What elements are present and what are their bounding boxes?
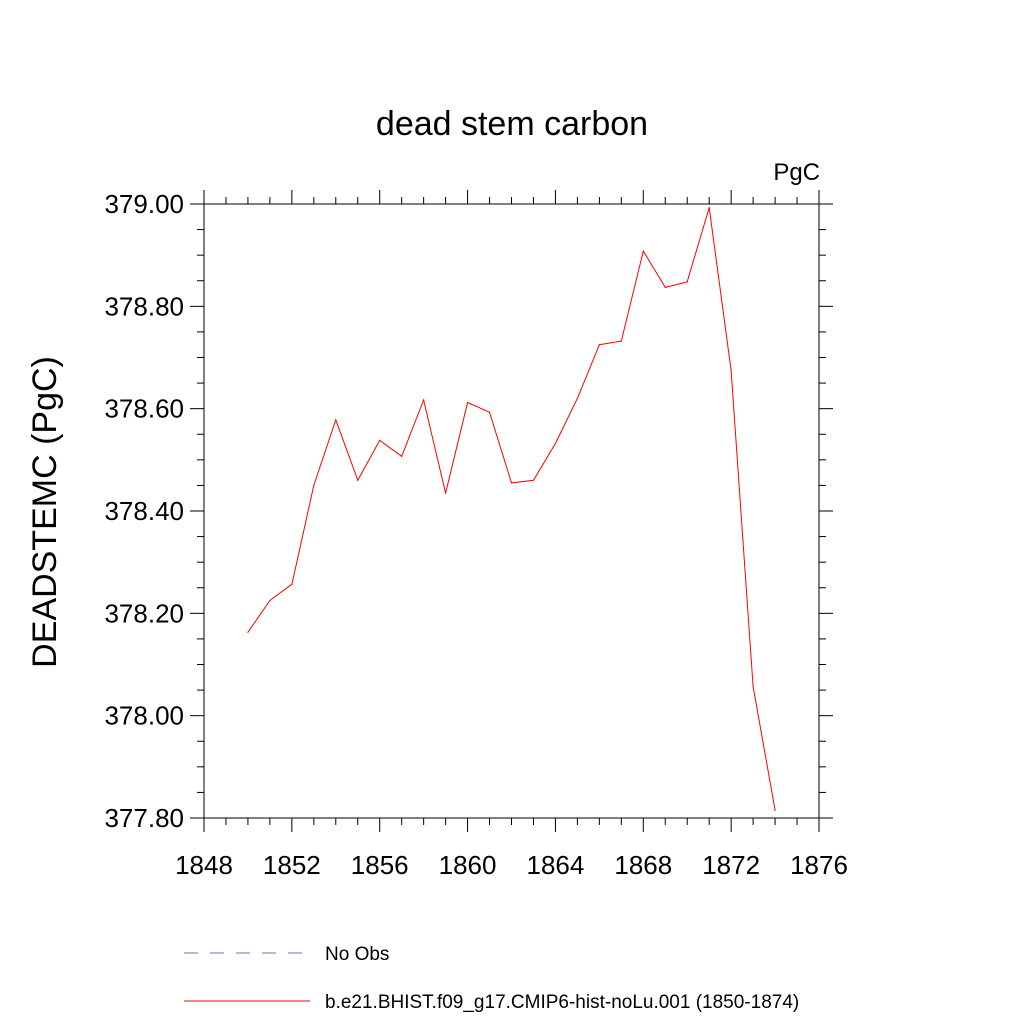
- plot-area: [247, 206, 776, 811]
- data-point: [642, 250, 644, 252]
- data-point: [291, 583, 293, 585]
- y-tick-label: 378.60: [104, 394, 184, 424]
- data-point: [576, 397, 578, 400]
- y-axis-label: DEADSTEMC (PgC): [26, 356, 64, 668]
- y-tick-label: 379.00: [104, 189, 184, 219]
- data-point: [269, 599, 271, 602]
- data-point: [313, 484, 315, 487]
- y-tick-label: 378.80: [104, 291, 184, 321]
- data-point: [752, 685, 754, 688]
- data-point: [379, 439, 381, 441]
- y-tick-label: 378.20: [104, 598, 184, 628]
- data-point: [532, 479, 535, 481]
- plot-frame: [203, 203, 820, 819]
- data-point: [664, 286, 666, 289]
- data-point: [510, 482, 513, 484]
- x-tick-label: 1860: [439, 850, 497, 880]
- x-tick-label: 1852: [263, 850, 321, 880]
- data-point: [423, 399, 425, 401]
- x-axis: 1848 1852 1856 1860 1864 1868 1872 1876: [175, 190, 848, 880]
- data-point: [620, 340, 622, 342]
- data-point: [488, 411, 491, 413]
- data-point: [247, 631, 249, 633]
- units-label: PgC: [773, 159, 820, 186]
- y-tick-label: 378.00: [104, 701, 184, 731]
- y-axis: 377.80 378.00 378.20 378.40 378.60 378.80 379.…: [104, 189, 833, 833]
- x-tick-label: 1868: [614, 850, 672, 880]
- y-tick-label: 378.40: [104, 496, 184, 526]
- x-tick-label: 1848: [175, 850, 233, 880]
- data-point: [445, 492, 447, 494]
- legend: No Obs b.e21.BHIST.f09_g17.CMIP6-hist-no…: [184, 944, 799, 1013]
- chart-title: dead stem carbon: [376, 105, 648, 143]
- data-point: [357, 479, 359, 481]
- legend-label-no-obs: No Obs: [325, 944, 389, 965]
- x-tick-label: 1872: [702, 850, 760, 880]
- series-line-0: [247, 207, 776, 811]
- data-point: [598, 344, 600, 346]
- data-point: [401, 455, 403, 457]
- data-point: [730, 369, 732, 371]
- data-point: [774, 809, 776, 811]
- x-tick-label: 1876: [790, 850, 848, 880]
- data-point: [708, 206, 710, 209]
- legend-label-model: b.e21.BHIST.f09_g17.CMIP6-hist-noLu.001 …: [325, 992, 799, 1013]
- data-point: [686, 281, 688, 283]
- x-tick-label: 1864: [527, 850, 585, 880]
- y-tick-label: 377.80: [104, 803, 184, 833]
- x-tick-label: 1856: [351, 850, 409, 880]
- data-point: [554, 442, 557, 445]
- data-point: [335, 419, 337, 421]
- data-point: [466, 401, 469, 404]
